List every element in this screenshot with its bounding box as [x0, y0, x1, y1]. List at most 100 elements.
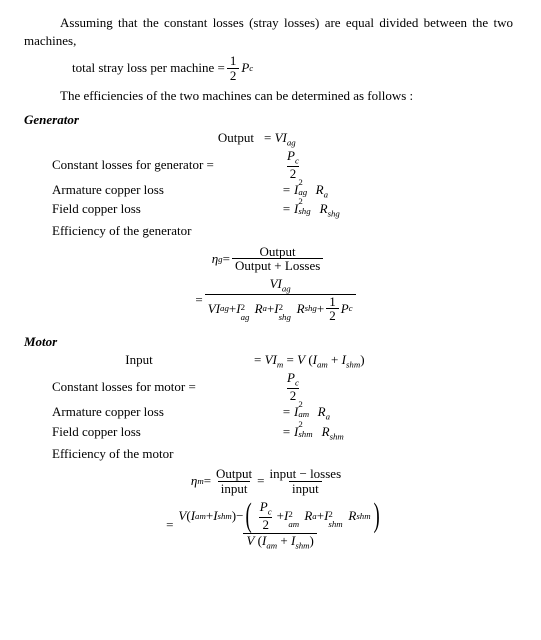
mot-eff-eq2: = V (Iam + Ishm) − ( Pc2 + I2am Ra + I2s…: [24, 499, 513, 551]
r: R: [314, 404, 325, 419]
stray-loss-label: total stray loss per machine =: [72, 59, 225, 77]
sub-am: am: [288, 520, 299, 529]
mot-const-row: Constant losses for motor = Pc 2: [24, 371, 513, 403]
mot-const-text: Constant losses for motor: [52, 379, 185, 394]
plus: +: [317, 509, 324, 523]
gen-arm-value: = I2ag Ra: [282, 181, 328, 201]
frac-half: 1 2: [227, 54, 240, 82]
sub-c: c: [349, 304, 353, 313]
eq-sign: =: [203, 157, 214, 172]
sub-am: am: [317, 360, 328, 370]
open-paren: (: [305, 352, 313, 367]
sub-shm: shm: [346, 360, 360, 370]
minus: −: [236, 509, 243, 523]
r: R: [312, 182, 323, 197]
r: R: [255, 302, 263, 316]
frac-den: 2: [227, 68, 240, 83]
i: = I: [282, 404, 298, 419]
pc: P: [287, 370, 295, 385]
mot-fld-label: Field copper loss: [24, 423, 282, 443]
vi: VI: [275, 130, 287, 145]
sub-shg: shg: [328, 209, 340, 219]
gen-eff-eq2: = VIag VIag + I2ag Ra + I2shg Rshg + 12 …: [24, 277, 513, 323]
num1: 1: [326, 295, 339, 309]
r: R: [318, 424, 329, 439]
vi: VI: [265, 352, 277, 367]
sub-a: a: [326, 411, 330, 421]
sub-shm: shm: [295, 541, 309, 551]
big-paren-right: ): [373, 499, 379, 533]
gen-const-text: Constant losses for generator: [52, 157, 203, 172]
sub-shm: shm: [218, 512, 232, 521]
den-input: input: [289, 481, 322, 496]
sub-am: am: [266, 541, 277, 551]
den-2: 2: [287, 166, 300, 181]
plus: +: [328, 352, 342, 367]
frac-num: 1: [227, 54, 240, 68]
den-input: input: [218, 481, 251, 496]
plus: +: [277, 509, 284, 523]
r: R: [297, 302, 305, 316]
intro-para-1: Assuming that the constant losses (stray…: [24, 14, 513, 50]
sub-c: c: [295, 156, 299, 166]
sub-shg: shg: [279, 313, 291, 322]
mot-arm-row: Armature copper loss = I2am Ra: [24, 403, 513, 423]
pc: P: [341, 302, 349, 316]
sub-shg: shg: [305, 304, 317, 313]
pc: P: [260, 499, 268, 514]
gen-arm-row: Armature copper loss = I2ag Ra: [24, 181, 513, 201]
sub-shm: shm: [328, 520, 342, 529]
gen-eff-eq1: ηg = Output Output + Losses: [24, 245, 513, 273]
sub-shm: shm: [298, 428, 312, 440]
pc-symbol: P: [241, 59, 249, 77]
num-iml: input − losses: [267, 467, 345, 481]
eq-sign: =: [254, 352, 265, 367]
eq-sign: =: [185, 379, 196, 394]
gen-arm-label: Armature copper loss: [24, 181, 282, 201]
sub-c: c: [295, 378, 299, 388]
den2: 2: [326, 308, 339, 323]
stray-loss-line: total stray loss per machine = 1 2 Pc: [24, 54, 513, 82]
sub-c: c: [268, 507, 272, 517]
plus: +: [277, 533, 291, 548]
gen-fld-value: = I2shg Rshg: [282, 200, 340, 220]
plus: +: [317, 302, 324, 316]
den2: 2: [259, 517, 272, 532]
close-paren: ): [310, 533, 314, 548]
sub-shm: shm: [330, 431, 344, 441]
gen-output-row: Output = VIag: [24, 129, 513, 149]
gen-eff-label: Efficiency of the generator: [24, 222, 513, 240]
gen-output-value: = VIag: [264, 129, 296, 149]
eq-sign: =: [287, 352, 298, 367]
gen-output-label: Output: [24, 129, 264, 149]
sub-m: m: [277, 360, 283, 370]
mot-input-row: Input = VIm = V (Iam + Ishm): [24, 351, 513, 371]
motor-heading: Motor: [24, 333, 513, 351]
num-output: Output: [213, 467, 255, 481]
mot-eff-label: Efficiency of the motor: [24, 445, 513, 463]
vi: VI: [208, 302, 220, 316]
v: V: [178, 509, 186, 523]
sub-am: am: [195, 512, 206, 521]
sub-shg: shg: [298, 205, 310, 217]
sup2: 2: [288, 510, 292, 519]
mot-arm-value: = I2am Ra: [282, 403, 330, 423]
mot-const-label: Constant losses for motor =: [24, 378, 282, 396]
r: R: [348, 509, 356, 523]
eq-sign: =: [204, 472, 211, 490]
generator-heading: Generator: [24, 111, 513, 129]
eq-sign: =: [223, 250, 230, 268]
eq-sign: =: [166, 516, 173, 534]
big-paren-left: (: [246, 499, 252, 533]
den-2: 2: [287, 388, 300, 403]
intro-para-2: The efficiencies of the two machines can…: [24, 87, 513, 105]
eq-sign: =: [257, 472, 264, 490]
mot-input-value: = VIm = V (Iam + Ishm): [254, 351, 365, 371]
gen-const-row: Constant losses for generator = Pc 2: [24, 149, 513, 181]
sub-ag: ag: [220, 304, 229, 313]
pc: P: [287, 148, 295, 163]
eq-sign: =: [195, 291, 202, 309]
mot-arm-label: Armature copper loss: [24, 403, 282, 423]
eq-sign: =: [264, 130, 275, 145]
sub-shm: shm: [356, 512, 370, 521]
